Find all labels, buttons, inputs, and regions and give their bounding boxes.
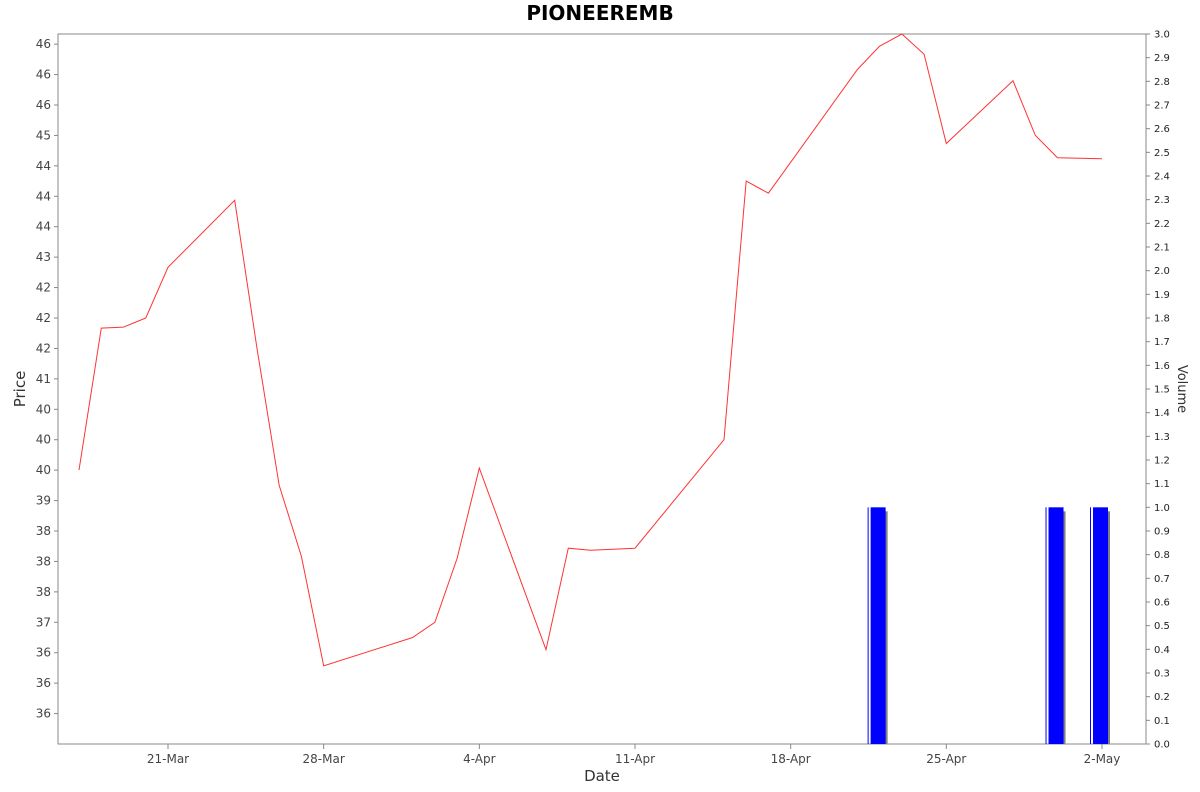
volume-bar-edge <box>1045 507 1047 744</box>
y2-tick-label: 0.8 <box>1154 550 1170 561</box>
y-tick-label: 42 <box>36 281 51 295</box>
price-series <box>78 33 1103 667</box>
y2-tick-label: 3.0 <box>1154 30 1170 41</box>
y2-tick-label: 0.9 <box>1154 527 1170 538</box>
price-line <box>78 33 1103 667</box>
y2-tick-label: 2.4 <box>1154 172 1170 183</box>
y-tick-label: 40 <box>36 433 51 447</box>
y2-tick-label: 2.2 <box>1154 219 1170 230</box>
y-tick-label: 38 <box>36 585 51 599</box>
x-tick-label: 2-May <box>1084 752 1121 766</box>
y-tick-label: 44 <box>36 159 51 173</box>
volume-bar <box>1093 507 1108 744</box>
y2-tick-label: 2.6 <box>1154 124 1170 135</box>
y-tick-label: 40 <box>36 463 51 477</box>
volume-bar <box>870 507 886 744</box>
y2-tick-label: 1.8 <box>1154 314 1170 325</box>
y-tick-label: 46 <box>36 68 51 82</box>
y-tick-label: 36 <box>36 707 51 721</box>
y2-tick-label: 2.0 <box>1154 266 1170 277</box>
y-tick-label: 36 <box>36 676 51 690</box>
y2-tick-label: 2.1 <box>1154 243 1170 254</box>
y2-tick-label: 1.6 <box>1154 361 1170 372</box>
plot-area <box>57 33 1147 745</box>
x-tick-label: 4-Apr <box>463 752 496 766</box>
y-tick-label: 38 <box>36 524 51 538</box>
y2-tick-label: 0.7 <box>1154 574 1170 585</box>
y2-tick-label: 2.9 <box>1154 53 1170 64</box>
y2-tick-label: 2.8 <box>1154 77 1170 88</box>
volume-bar-edge <box>1090 507 1091 744</box>
volume-bars <box>867 507 1110 744</box>
y-axis-label: Price <box>11 371 29 408</box>
y2-tick-label: 0.5 <box>1154 621 1170 632</box>
y2-tick-label: 1.3 <box>1154 432 1170 443</box>
y-tick-label: 46 <box>36 98 51 112</box>
y2-tick-label: 0.2 <box>1154 692 1170 703</box>
y2-tick-label: 0.3 <box>1154 669 1170 680</box>
y-tick-label: 42 <box>36 311 51 325</box>
y2-tick-label: 0.4 <box>1154 645 1170 656</box>
x-axis: 21-Mar 28-Mar 4-Apr 11-Apr 18-Apr 25-Apr 2-May <box>147 744 1121 766</box>
x-tick-label: 18-Apr <box>771 752 811 766</box>
y2-tick-label: 1.1 <box>1154 479 1170 490</box>
y2-tick-label: 1.5 <box>1154 385 1170 396</box>
y-tick-label: 42 <box>36 341 51 355</box>
y-tick-label: 46 <box>36 37 51 51</box>
y2-tick-label: 1.2 <box>1154 456 1170 467</box>
y-tick-label: 45 <box>36 128 51 142</box>
volume-bar <box>1048 507 1064 744</box>
y-tick-label: 36 <box>36 646 51 660</box>
x-tick-label: 11-Apr <box>615 752 655 766</box>
y2-tick-label: 1.4 <box>1154 408 1170 419</box>
y-tick-label: 37 <box>36 615 51 629</box>
y2-tick-label: 2.7 <box>1154 101 1170 112</box>
y2-tick-label: 1.7 <box>1154 337 1170 348</box>
y-tick-label: 44 <box>36 189 51 203</box>
y-tick-label: 40 <box>36 402 51 416</box>
y2-axis-label: Volume <box>1174 365 1189 413</box>
y2-tick-label: 2.5 <box>1154 148 1170 159</box>
y-axis-price: 36 36 36 37 38 38 38 39 40 40 40 41 42 42 42 43 44 44 44 45… <box>36 37 58 721</box>
y2-tick-label: 0.1 <box>1154 716 1170 727</box>
y-axis-volume: 0.0 0.1 0.2 0.3 0.4 0.5 0.6 0.7 0.8 0.9 1.0 1.1 1.2 1… <box>1146 30 1170 751</box>
y2-tick-label: 1.0 <box>1154 503 1170 514</box>
y-tick-label: 41 <box>36 372 51 386</box>
y-tick-label: 38 <box>36 554 51 568</box>
y2-tick-label: 0.0 <box>1154 740 1170 751</box>
x-axis-label: Date <box>584 767 620 785</box>
y2-tick-label: 1.9 <box>1154 290 1170 301</box>
chart-title: PIONEEREMB <box>526 1 673 25</box>
x-tick-label: 28-Mar <box>303 752 345 766</box>
x-tick-label: 21-Mar <box>147 752 189 766</box>
y2-tick-label: 2.3 <box>1154 195 1170 206</box>
y-tick-label: 44 <box>36 220 51 234</box>
volume-bar-edge <box>867 507 869 744</box>
y-tick-label: 39 <box>36 494 51 508</box>
x-tick-label: 25-Apr <box>926 752 966 766</box>
y-tick-label: 43 <box>36 250 51 264</box>
y2-tick-label: 0.6 <box>1154 598 1170 609</box>
